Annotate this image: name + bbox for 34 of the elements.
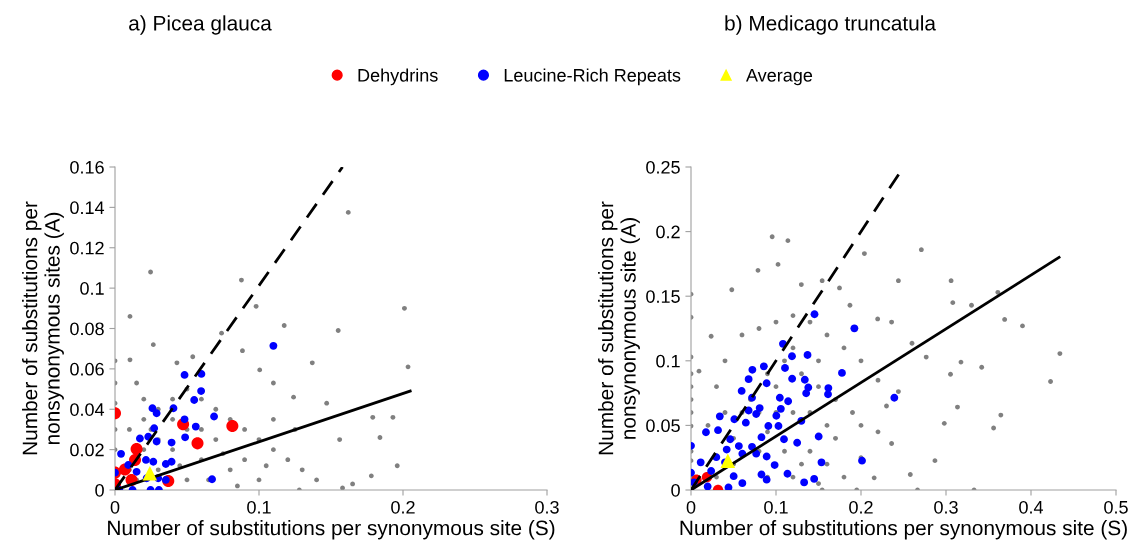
y-tick-label: 0.1 <box>80 282 104 295</box>
y-tick-label: 0 <box>671 483 680 497</box>
x-tick-label: 0.3 <box>934 500 958 514</box>
x-axis-title: Number of substitutions per synonymous site (S) <box>108 520 555 540</box>
y-tick-label: 0.12 <box>70 241 104 255</box>
x-tick-label: 0.2 <box>391 500 415 514</box>
y-tick-label: 0.14 <box>70 201 105 215</box>
y-tick-label: 0.2 <box>656 225 680 239</box>
x-tick-label: 0.4 <box>1019 500 1044 514</box>
y-tick-label: 0.06 <box>70 362 104 376</box>
x-tick-label: 0 <box>686 500 696 514</box>
x-tick-label: 0 <box>110 500 120 514</box>
y-tick-label: 0.05 <box>646 419 680 433</box>
y-tick-label: 0.25 <box>646 160 680 174</box>
x-tick-label: 0.3 <box>535 500 559 514</box>
y-tick-label: 0.08 <box>70 322 104 336</box>
x-tick-label: 0.1 <box>764 500 788 514</box>
legend-label: Dehydrins <box>358 68 438 86</box>
x-tick-label: 0.2 <box>849 500 873 514</box>
legend-label: Leucine-Rich Repeats <box>504 68 681 86</box>
x-tick-label: 0.1 <box>247 500 271 514</box>
chart-title: a) Picea glauca <box>129 15 272 35</box>
y-tick-label: 0.16 <box>70 160 104 174</box>
y-tick-label: 0.02 <box>70 443 104 457</box>
x-tick-label: 0.5 <box>1104 500 1128 514</box>
y-tick-label: 0.04 <box>70 403 105 416</box>
x-axis-title: Number of substitutions per synonymous site (S) <box>680 520 1127 540</box>
legend-label: Average <box>745 69 813 86</box>
y-tick-label: 0.1 <box>656 354 680 368</box>
y-axis-title: Number of substitutions per nonsynonymous sites (A) <box>22 201 64 455</box>
chart-title: b) Medicago truncatula <box>725 15 936 35</box>
y-tick-label: 0 <box>95 483 104 497</box>
y-tick-label: 0.15 <box>646 290 680 303</box>
y-axis-title: Number of substitutions per nonsynonymous site (A) <box>598 201 640 455</box>
